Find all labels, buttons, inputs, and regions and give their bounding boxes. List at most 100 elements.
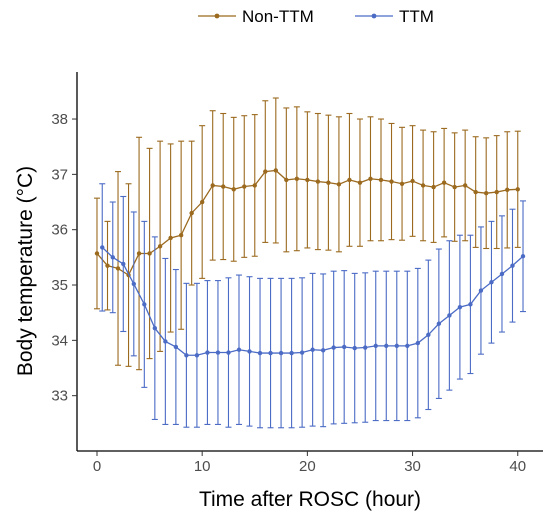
data-point: [394, 343, 399, 349]
data-point: [136, 251, 142, 256]
data-point: [105, 263, 110, 268]
data-point: [226, 350, 231, 355]
data-point: [352, 345, 357, 351]
data-point: [163, 339, 168, 344]
data-point: [341, 344, 347, 350]
data-point: [384, 343, 389, 349]
x-tick-label: 0: [93, 458, 101, 475]
data-point: [257, 350, 263, 356]
y-axis-title: Body temperature (°C): [14, 166, 37, 376]
data-point: [473, 189, 478, 195]
data-point: [420, 183, 426, 188]
data-point: [410, 178, 415, 184]
legend-marker-non-ttm: [214, 13, 220, 19]
legend-item-non-ttm: Non-TTM: [198, 7, 314, 26]
data-point: [236, 347, 242, 352]
data-point: [115, 266, 121, 271]
data-point: [294, 176, 300, 181]
data-point: [389, 179, 394, 184]
y-tick-label: 36: [51, 222, 68, 239]
data-point: [431, 184, 436, 190]
data-point: [462, 183, 468, 188]
data-point: [357, 180, 363, 185]
x-tick-label: 30: [404, 458, 421, 475]
data-point: [436, 321, 442, 326]
data-point: [452, 184, 457, 190]
data-point: [378, 177, 384, 183]
legend-marker-ttm: [371, 13, 377, 19]
legend-label-ttm: TTM: [399, 7, 434, 26]
x-axis-title: Time after ROSC (hour): [199, 488, 421, 511]
series-ttm: [99, 183, 527, 429]
data-point: [184, 353, 189, 358]
data-point: [363, 345, 368, 350]
data-point: [263, 169, 268, 174]
y-tick-label: 33: [51, 388, 68, 405]
data-point: [441, 180, 447, 185]
data-point: [494, 189, 499, 195]
data-point: [499, 271, 505, 277]
data-point: [168, 235, 173, 241]
data-point: [299, 350, 305, 355]
data-point: [447, 313, 452, 318]
data-point: [110, 255, 115, 260]
legend-label-non-ttm: Non-TTM: [242, 7, 314, 26]
data-point: [205, 350, 210, 355]
series-non-ttm: [93, 97, 521, 371]
data-point: [252, 183, 257, 188]
data-point: [278, 350, 284, 356]
data-point: [347, 177, 352, 183]
data-point: [405, 343, 410, 349]
data-point: [368, 176, 373, 181]
data-point: [315, 179, 321, 184]
y-tick-label: 34: [51, 332, 68, 349]
legend: Non-TTM TTM: [198, 7, 434, 26]
x-tick-label: 40: [509, 458, 526, 475]
series-layer: [93, 97, 527, 429]
data-point: [515, 187, 520, 192]
data-point: [457, 304, 463, 310]
data-point: [478, 288, 484, 293]
data-point: [215, 350, 221, 355]
data-point: [284, 177, 289, 183]
data-point: [178, 233, 184, 238]
data-point: [100, 245, 105, 250]
data-point: [194, 353, 200, 358]
data-point: [336, 182, 342, 187]
data-point: [221, 184, 226, 189]
data-point: [305, 177, 310, 183]
y-tick-label: 37: [51, 166, 68, 183]
data-point: [247, 349, 252, 354]
data-point: [199, 199, 205, 205]
data-point: [426, 332, 431, 338]
x-tick-label: 20: [299, 458, 316, 475]
data-point: [415, 340, 421, 346]
tick-layer: 0 10 20 30 40 33 34 35 36 37 38: [51, 111, 526, 475]
data-point: [147, 251, 152, 256]
data-point: [273, 168, 279, 173]
data-point: [505, 187, 510, 193]
data-point: [131, 281, 137, 287]
data-point: [152, 325, 158, 331]
data-point: [142, 302, 147, 307]
data-point: [483, 190, 489, 196]
data-point: [510, 263, 515, 268]
data-point: [331, 345, 336, 350]
data-point: [373, 343, 378, 349]
data-point: [94, 251, 100, 256]
data-point: [310, 347, 315, 352]
data-point: [468, 302, 473, 307]
data-point: [210, 183, 215, 188]
data-point: [320, 348, 326, 353]
data-point: [268, 350, 273, 356]
y-tick-label: 35: [51, 277, 68, 294]
x-tick-label: 10: [194, 458, 211, 475]
data-point: [520, 254, 526, 259]
data-point: [289, 350, 294, 356]
data-point: [242, 184, 247, 189]
y-tick-label: 38: [51, 111, 68, 128]
legend-item-ttm: TTM: [355, 7, 434, 26]
data-point: [189, 210, 194, 216]
data-point: [231, 187, 236, 192]
